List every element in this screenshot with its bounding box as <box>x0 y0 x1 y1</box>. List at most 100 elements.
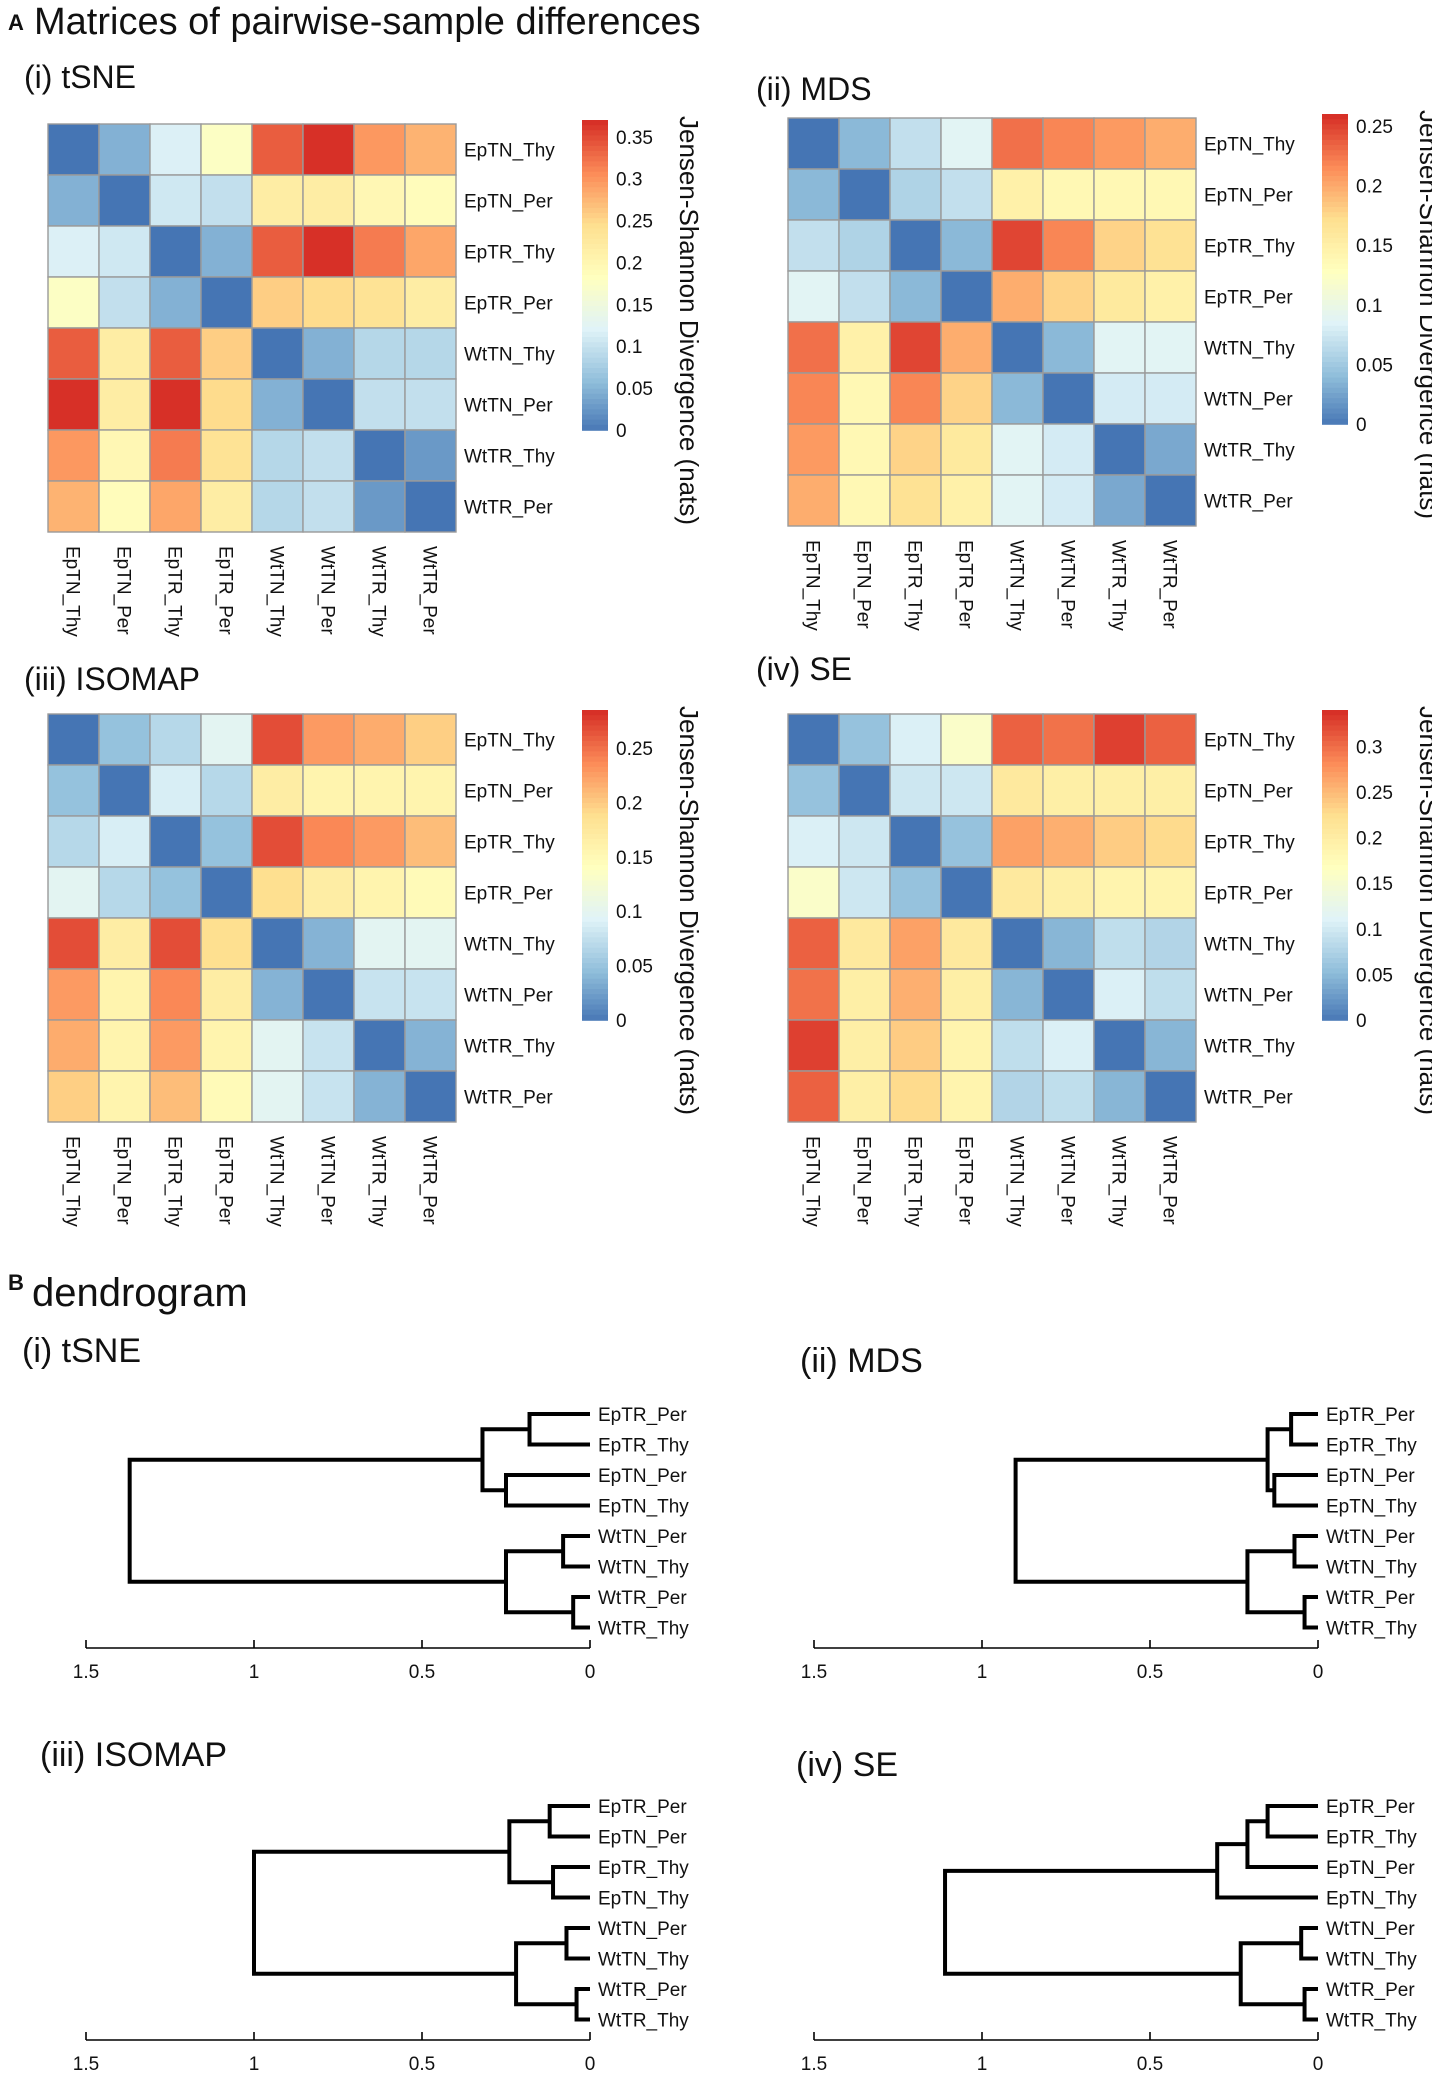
heatmap-cell <box>200 968 253 1021</box>
heatmap-cell <box>353 713 406 766</box>
colorbar-segment <box>1322 331 1348 337</box>
col-label: WtTN_Thy <box>266 546 287 637</box>
col-label: WtTR_Per <box>1159 1136 1180 1225</box>
heatmap-title: (iii) ISOMAP <box>24 661 200 697</box>
heatmap-cell <box>787 372 840 425</box>
heatmap-cell <box>940 423 993 476</box>
heatmap-title: (i) tSNE <box>24 59 136 95</box>
row-label: EpTR_Per <box>1204 884 1293 905</box>
colorbar-segment <box>582 828 608 835</box>
colorbar-segment <box>1322 176 1348 182</box>
colorbar-segment <box>1322 207 1348 213</box>
leaf-label: WtTR_Per <box>1326 1980 1415 2001</box>
heatmap-panel: (iii) ISOMAP EpTN_Thy EpTN_Per EpTR_Thy EpTR… <box>24 661 704 1227</box>
colorbar-segment <box>582 326 608 333</box>
colorbar-tick-label: 0.2 <box>616 253 642 274</box>
colorbar-segment <box>582 989 608 995</box>
heatmap-cell <box>787 117 840 170</box>
row-label: WtTR_Per <box>464 1088 553 1109</box>
heatmap-cell <box>98 327 151 380</box>
heatmap-cell <box>149 378 202 431</box>
row-label: WtTN_Per <box>1204 986 1293 1007</box>
colorbar-segment <box>1322 139 1348 146</box>
colorbar-segment <box>1322 849 1348 856</box>
colorbar-tick-label: 0.25 <box>616 212 653 233</box>
colorbar-segment <box>1322 124 1348 131</box>
heatmap-title: (iv) SE <box>756 651 852 687</box>
heatmap-cell <box>889 815 942 868</box>
heatmap-cell <box>1093 219 1146 272</box>
col-label: EpTR_Per <box>215 1136 236 1225</box>
colorbar-segment <box>582 823 608 830</box>
heatmap-cell <box>47 480 100 533</box>
panel-a-title: Matrices of pairwise-sample differences <box>34 1 701 43</box>
col-label: WtTN_Per <box>317 546 338 635</box>
leaf-label: EpTR_Per <box>1326 1797 1415 1818</box>
colorbar-segment <box>1322 243 1348 250</box>
heatmap-cell <box>991 968 1044 1021</box>
colorbar-segment <box>1322 279 1348 286</box>
colorbar-segment <box>582 249 608 256</box>
heatmap-cell <box>787 168 840 221</box>
colorbar-segment <box>582 290 608 297</box>
colorbar-segment <box>582 968 608 975</box>
colorbar-tick-label: 0 <box>1356 1011 1367 1032</box>
colorbar-tick-label: 0.25 <box>1356 783 1393 804</box>
col-label: EpTN_Per <box>113 1136 134 1225</box>
x-axis-tick-label: 1.5 <box>73 1662 99 1683</box>
heatmap-cell <box>149 968 202 1021</box>
heatmap-cell <box>47 1070 100 1123</box>
col-label: WtTN_Thy <box>1006 540 1027 631</box>
colorbar-segment <box>1322 715 1348 722</box>
colorbar-segment <box>1322 165 1348 172</box>
leaf-label: EpTN_Thy <box>1326 1497 1417 1518</box>
colorbar-segment <box>582 135 608 142</box>
heatmap-cell <box>353 429 406 482</box>
colorbar-segment <box>1322 792 1348 799</box>
colorbar-segment <box>582 834 608 840</box>
colorbar-segment <box>582 854 608 861</box>
heatmap-cell <box>251 713 304 766</box>
heatmap-cell <box>404 174 457 227</box>
colorbar-segment <box>1322 150 1348 157</box>
dendrogram-title: (ii) MDS <box>800 1342 923 1380</box>
row-label: EpTR_Per <box>1204 288 1293 309</box>
heatmap-panel: (ii) MDS EpTN_Thy EpTN_Per EpTR_Thy EpTR_Per… <box>756 71 1432 631</box>
colorbar-segment <box>1322 901 1348 908</box>
colorbar-segment <box>582 368 608 374</box>
colorbar-segment <box>1322 839 1348 846</box>
heatmap-cell <box>991 764 1044 817</box>
colorbar-segment <box>1322 777 1348 784</box>
colorbar-segment <box>582 756 608 763</box>
heatmap-cell <box>47 174 100 227</box>
heatmap-cell <box>838 713 891 766</box>
heatmap-cell <box>251 764 304 817</box>
row-label: EpTR_Per <box>464 884 553 905</box>
heatmap-cell <box>1093 815 1146 868</box>
heatmap-cell <box>787 474 840 527</box>
heatmap-cell <box>1144 321 1197 374</box>
plots-layer: (i) tSNE EpTN_Thy EpTN_Per EpTR_Thy EpTR_Per… <box>22 59 1432 2075</box>
heatmap-cell <box>889 764 942 817</box>
heatmap-cell <box>1042 372 1095 425</box>
dendrogram-link <box>127 1457 506 1584</box>
colorbar-segment <box>582 213 608 219</box>
colorbar-segment <box>1322 227 1348 234</box>
colorbar-tick-label: 0.1 <box>1356 296 1382 317</box>
leaf-label: WtTR_Per <box>598 1980 687 2001</box>
colorbar-segment <box>1322 181 1348 188</box>
leaf-label: EpTR_Thy <box>1326 1436 1417 1457</box>
colorbar-segment <box>1322 186 1348 193</box>
leaf-label: WtTN_Per <box>598 1919 687 1940</box>
colorbar-segment <box>582 839 608 846</box>
heatmap-cell <box>1042 968 1095 1021</box>
heatmap-cell <box>404 1070 457 1123</box>
x-axis-tick-label: 0 <box>585 1662 596 1683</box>
heatmap-cell <box>302 123 355 176</box>
heatmap-cell <box>47 917 100 970</box>
row-label: EpTR_Thy <box>1204 833 1295 854</box>
x-axis-tick-label: 0.5 <box>409 1662 435 1683</box>
row-label: WtTR_Per <box>1204 492 1293 513</box>
colorbar-segment <box>582 849 608 856</box>
colorbar-segment <box>582 228 608 235</box>
